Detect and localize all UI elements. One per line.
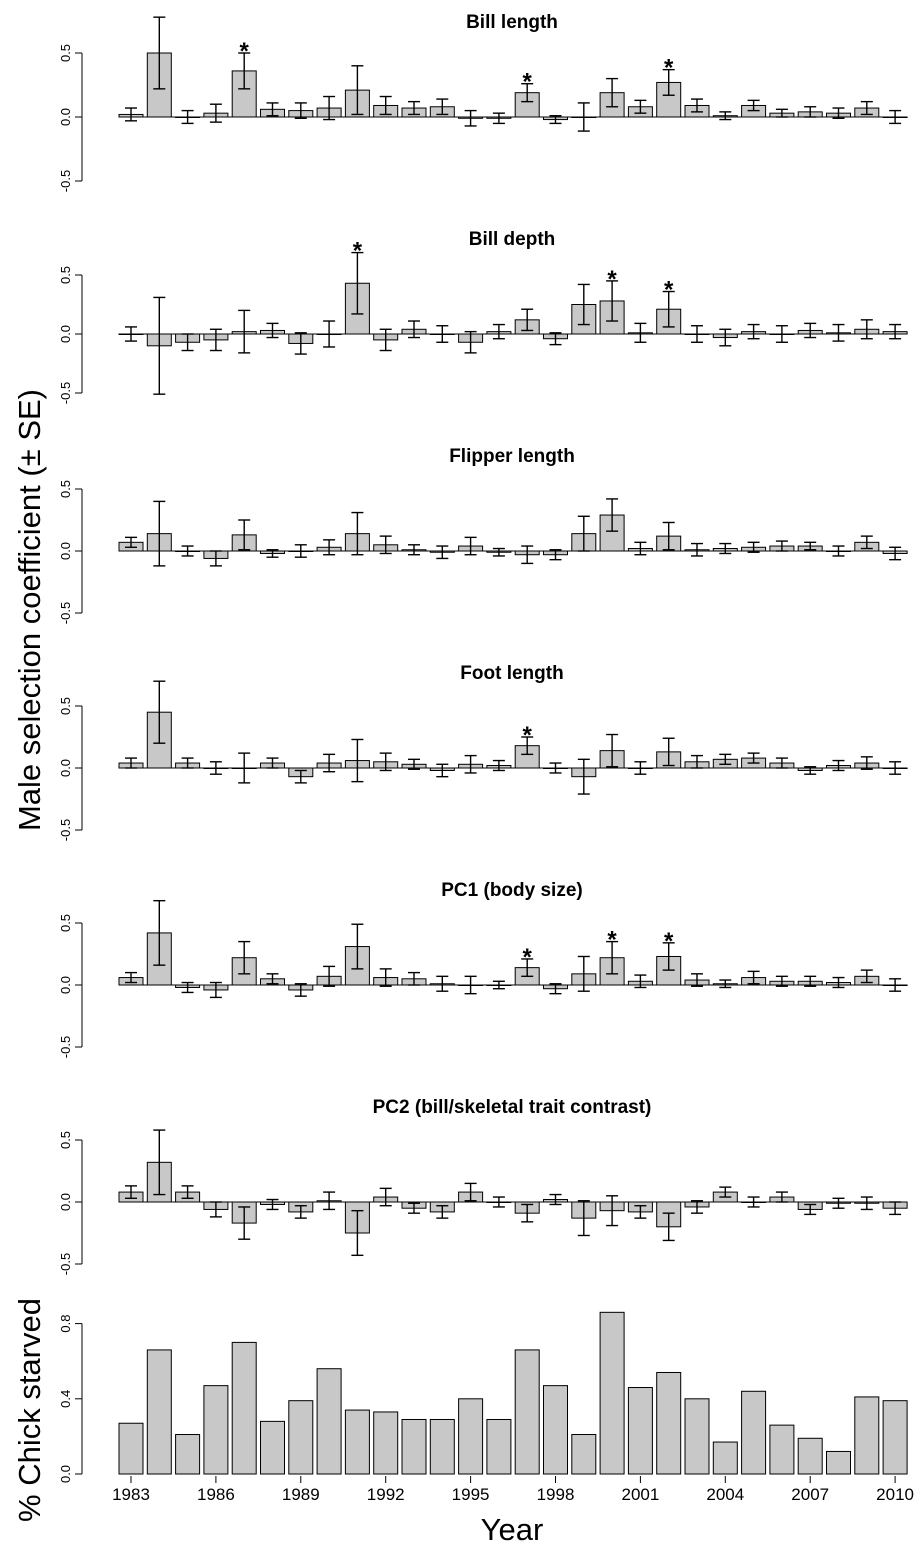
bar xyxy=(146,1349,172,1475)
significance-star: * xyxy=(664,277,674,304)
bar xyxy=(854,1396,880,1475)
bar xyxy=(486,1418,512,1475)
y-tick-label: 0.0 xyxy=(58,1193,73,1211)
x-tick-label: 1983 xyxy=(112,1485,150,1504)
x-tick-label: 2007 xyxy=(791,1485,829,1504)
bar xyxy=(599,1311,625,1475)
bar xyxy=(514,1349,540,1475)
panel-title: PC1 (body size) xyxy=(441,880,582,901)
chart-panel: Flipper length -0.5 0.0 0.5 xyxy=(58,446,908,624)
panel-title: Foot length xyxy=(460,663,563,684)
bar xyxy=(543,1385,568,1475)
x-tick-label: 1998 xyxy=(537,1485,575,1504)
y-tick-label: 0.4 xyxy=(58,1390,73,1408)
y-tick-label: -0.5 xyxy=(58,1253,73,1275)
bar xyxy=(118,1422,144,1475)
significance-star: * xyxy=(523,944,533,971)
chart-panel: Bill depth -0.5 0.0 0.5 * * * xyxy=(58,229,908,404)
y-tick-label: 0.0 xyxy=(58,976,73,994)
significance-star: * xyxy=(353,238,363,265)
chart-panel: 0.0 0.4 0.8 % Chick starved xyxy=(12,1298,908,1522)
chart-panel: PC1 (body size) -0.5 0.0 0.5 * * * xyxy=(58,880,908,1058)
y-tick-label: 0.5 xyxy=(58,697,73,715)
bar xyxy=(401,1418,427,1475)
significance-star: * xyxy=(523,722,533,749)
y-tick-label: 0.0 xyxy=(58,1465,73,1483)
bar xyxy=(627,1387,653,1475)
chart-panel: PC2 (bill/skeletal trait contrast) -0.5 0.… xyxy=(58,1097,908,1275)
bar xyxy=(260,1420,285,1475)
chart-panels: Bill length -0.5 0.0 0.5 * * * Bill depth -0.5 0.… xyxy=(12,12,908,1522)
significance-star: * xyxy=(664,55,674,82)
y-tick-label: 0.5 xyxy=(58,266,73,284)
y-tick-label: -0.5 xyxy=(58,1036,73,1058)
bar xyxy=(741,1390,767,1475)
chart-panel: Foot length -0.5 0.0 0.5 * xyxy=(58,663,908,841)
x-axis: 1983 1986 1989 1992 1995 1998 2001 2004 2007 2010 xyxy=(112,1476,914,1504)
bar xyxy=(684,1398,710,1475)
bar xyxy=(769,1424,795,1475)
bar xyxy=(231,1341,257,1475)
y-tick-label: 0.0 xyxy=(58,759,73,777)
bar xyxy=(656,1371,682,1475)
y-tick-label: -0.5 xyxy=(58,170,73,192)
chart-panel: Bill length -0.5 0.0 0.5 * * * xyxy=(58,12,908,192)
bar xyxy=(175,1434,201,1475)
bar xyxy=(571,1434,597,1475)
x-tick-label: 1989 xyxy=(282,1485,320,1504)
y-tick-label: -0.5 xyxy=(58,819,73,841)
y-tick-label: 0.5 xyxy=(58,914,73,932)
bar xyxy=(429,1418,455,1475)
y-tick-label: 0.0 xyxy=(58,325,73,343)
panel-title: Flipper length xyxy=(449,446,575,467)
y-tick-label: 0.5 xyxy=(58,480,73,498)
x-tick-label: 1995 xyxy=(452,1485,490,1504)
bar xyxy=(712,1441,738,1475)
y-tick-label: 0.8 xyxy=(58,1315,73,1333)
starvation-y-label: % Chick starved xyxy=(12,1298,47,1522)
significance-star: * xyxy=(523,69,533,96)
x-tick-label: 2004 xyxy=(706,1485,744,1504)
bar xyxy=(458,1398,484,1475)
significance-star: * xyxy=(240,38,250,65)
y-axis-label: Male selection coefficient (± SE) xyxy=(12,389,47,831)
y-tick-label: 0.0 xyxy=(58,542,73,560)
x-axis-label: Year xyxy=(481,1512,544,1547)
y-tick-label: 0.0 xyxy=(58,108,73,126)
bar xyxy=(316,1368,342,1475)
bar xyxy=(826,1450,851,1475)
panel-title: Bill depth xyxy=(469,229,556,250)
bar xyxy=(797,1437,823,1475)
significance-star: * xyxy=(664,928,674,955)
x-tick-label: 1992 xyxy=(367,1485,405,1504)
x-tick-label: 2001 xyxy=(621,1485,659,1504)
bar xyxy=(288,1400,314,1475)
y-tick-label: 0.5 xyxy=(58,1131,73,1149)
panel-title: Bill length xyxy=(466,12,558,33)
significance-star: * xyxy=(607,927,617,954)
bar xyxy=(344,1409,370,1475)
y-tick-label: -0.5 xyxy=(58,382,73,404)
y-tick-label: 0.5 xyxy=(58,44,73,62)
y-tick-label: -0.5 xyxy=(58,602,73,624)
x-tick-label: 2010 xyxy=(876,1485,914,1504)
panel-title: PC2 (bill/skeletal trait contrast) xyxy=(373,1097,652,1118)
bar xyxy=(882,1400,908,1475)
bar xyxy=(203,1385,229,1475)
bar xyxy=(373,1411,399,1475)
x-tick-label: 1986 xyxy=(197,1485,235,1504)
significance-star: * xyxy=(607,266,617,293)
